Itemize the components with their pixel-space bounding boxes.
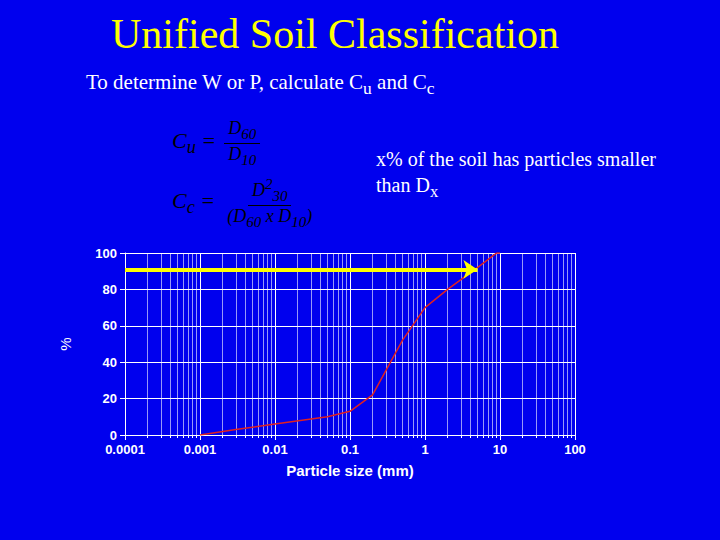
html-text:D10: D10 [228, 143, 257, 168]
html-text:30: 30 [272, 187, 288, 204]
svg-text:10: 10 [493, 442, 507, 457]
svg-text:100: 100 [564, 442, 586, 457]
svg-text:%: % [57, 337, 74, 350]
svg-text:0.1: 0.1 [341, 442, 359, 457]
svg-text:80: 80 [103, 282, 117, 297]
html-text:Cu=: Cu= [172, 127, 217, 158]
html-text:D60: D60 [228, 118, 257, 142]
html-text:To determine W or P, calculate: To determine W or P, calculate Cuand Cc [86, 70, 435, 99]
svg-text:0.0001: 0.0001 [105, 442, 145, 457]
html-text:Cc=: Cc= [172, 187, 216, 218]
svg-text:Particle size (mm): Particle size (mm) [286, 462, 414, 479]
svg-text:0: 0 [110, 428, 117, 443]
html-text:Unified Soil Classification: Unified Soil Classification [111, 11, 559, 57]
svg-text:40: 40 [103, 355, 117, 370]
svg-text:20: 20 [103, 391, 117, 406]
svg-text:60: 60 [103, 318, 117, 333]
html-text:(D60x D10): (D60x D10) [227, 205, 313, 230]
html-text:D2: D2 [251, 176, 273, 200]
svg-text:0.01: 0.01 [262, 442, 287, 457]
svg-text:100: 100 [95, 246, 117, 261]
html-text:x% of the soil has particles s: x% of the soil has particles smaller tha… [376, 148, 656, 201]
svg-text:0.001: 0.001 [184, 442, 217, 457]
svg-text:1: 1 [421, 442, 428, 457]
